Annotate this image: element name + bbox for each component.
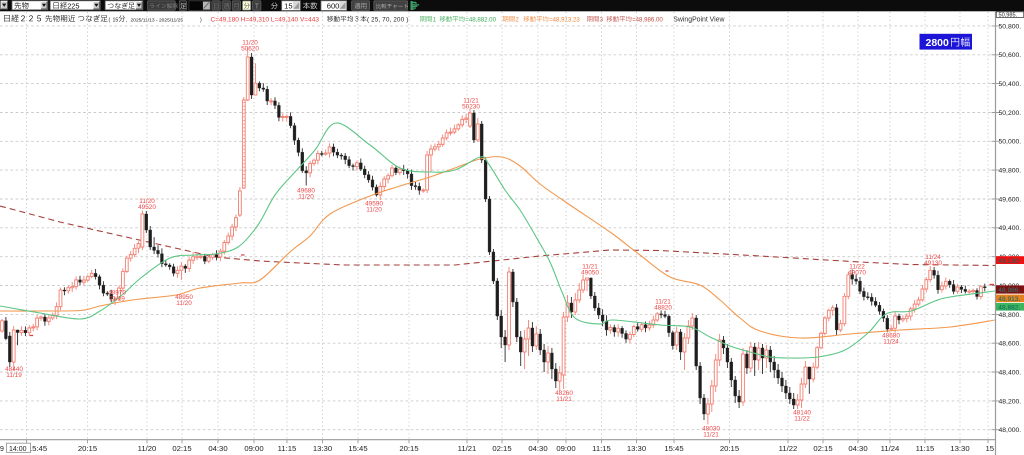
svg-text:48,913.: 48,913. [998, 296, 1020, 303]
svg-text:48950: 48950 [175, 294, 193, 301]
svg-text:04:30: 04:30 [528, 444, 547, 453]
svg-text:48,882.: 48,882. [998, 304, 1020, 311]
svg-text:02:15: 02:15 [492, 444, 511, 453]
svg-text:48680: 48680 [882, 333, 900, 340]
svg-text:20:15: 20:15 [399, 444, 418, 453]
svg-text:49590: 49590 [365, 201, 383, 208]
svg-text:13:30: 13:30 [950, 444, 969, 453]
svg-text:48260: 48260 [555, 390, 573, 397]
svg-text:C=49,180 H=49,310 L=49,140 V=4: C=49,180 H=49,310 L=49,140 V=443 [211, 16, 320, 23]
svg-text:11/22: 11/22 [779, 444, 798, 453]
svg-text:49050: 49050 [581, 270, 599, 277]
svg-text:=48,882.00: =48,882.00 [465, 16, 496, 23]
svg-text:48,000.: 48,000. [999, 427, 1022, 434]
svg-text:49520: 49520 [138, 204, 156, 211]
svg-text:48030: 48030 [702, 426, 720, 433]
svg-text:09:00: 09:00 [244, 444, 263, 453]
svg-text:15: 15 [284, 1, 292, 10]
svg-text:48820: 48820 [654, 305, 672, 312]
svg-text:20:15: 20:15 [720, 444, 739, 453]
svg-text:48140: 48140 [793, 410, 811, 417]
svg-text:=48,986.00: =48,986.00 [632, 16, 663, 23]
svg-text:11/21: 11/21 [556, 396, 572, 403]
svg-text:50,000.: 50,000. [999, 139, 1022, 146]
svg-text:48,800.: 48,800. [999, 312, 1022, 319]
svg-text:11:15: 11:15 [916, 444, 935, 453]
svg-text:15:45: 15:45 [28, 444, 47, 453]
svg-text:50230: 50230 [462, 104, 480, 111]
svg-text:50,985.: 50,985. [999, 13, 1018, 19]
svg-text:11/21: 11/21 [582, 264, 598, 271]
svg-text:11/21: 11/21 [655, 299, 671, 306]
svg-text:50620: 50620 [241, 46, 259, 53]
svg-text:49130: 49130 [924, 260, 942, 267]
svg-text:2025/11/13 - 2025/11/25: 2025/11/13 - 2025/11/25 [131, 17, 184, 23]
svg-text:( 25, 70, 200 ): ( 25, 70, 200 ) [367, 16, 409, 23]
svg-text:,: , [126, 17, 127, 23]
svg-text:2: 2 [515, 17, 519, 23]
svg-text:49,400.: 49,400. [999, 225, 1022, 232]
svg-text:49070: 49070 [848, 270, 866, 277]
svg-text:14:00: 14:00 [9, 446, 27, 453]
svg-text:11:15: 11:15 [278, 444, 297, 453]
svg-text:11/22: 11/22 [849, 264, 865, 271]
svg-text:11:15: 11:15 [592, 444, 611, 453]
svg-text:11/24: 11/24 [883, 339, 899, 346]
svg-text:11/24: 11/24 [881, 444, 900, 453]
svg-text:): ) [200, 17, 202, 23]
svg-text:15: 15 [986, 444, 995, 453]
svg-text:49,600.: 49,600. [999, 196, 1022, 203]
svg-text:50,400.: 50,400. [999, 81, 1022, 88]
svg-text:11/21: 11/21 [703, 432, 719, 439]
svg-text:04:30: 04:30 [848, 444, 867, 453]
svg-text:11/24: 11/24 [925, 254, 941, 261]
svg-text:02:15: 02:15 [813, 444, 832, 453]
svg-text:11/19: 11/19 [6, 372, 22, 379]
svg-text:11/20: 11/20 [298, 194, 314, 201]
svg-text:15: 15 [113, 17, 119, 23]
svg-text:11/20: 11/20 [366, 207, 382, 214]
svg-text:=48,913.23: =48,913.23 [549, 16, 580, 23]
svg-text:02:15: 02:15 [172, 444, 191, 453]
svg-text:20:15: 20:15 [78, 444, 97, 453]
svg-text:11/21: 11/21 [458, 444, 477, 453]
svg-text:11/22: 11/22 [794, 416, 810, 423]
svg-text:49,180: 49,180 [998, 258, 1019, 265]
svg-text:1: 1 [433, 17, 437, 23]
svg-text:600: 600 [327, 1, 340, 10]
svg-text:11/20: 11/20 [138, 444, 157, 453]
svg-text:15:45: 15:45 [664, 444, 683, 453]
svg-text:11/20: 11/20 [176, 300, 192, 307]
svg-text:225: 225 [67, 1, 79, 10]
svg-text:48,400.: 48,400. [999, 369, 1022, 376]
svg-text:(: ( [109, 17, 111, 23]
svg-text:50,600.: 50,600. [999, 52, 1022, 59]
svg-text:13:30: 13:30 [627, 444, 646, 453]
svg-text:04:30: 04:30 [208, 444, 227, 453]
svg-text:2800: 2800 [926, 37, 950, 49]
svg-text:15:45: 15:45 [348, 444, 367, 453]
svg-text:09:00: 09:00 [556, 444, 575, 453]
svg-text:13:30: 13:30 [313, 444, 332, 453]
svg-text:48440: 48440 [5, 366, 23, 373]
svg-text:48,600.: 48,600. [999, 341, 1022, 348]
svg-text:11/20: 11/20 [242, 40, 258, 47]
svg-text:49,800.: 49,800. [999, 168, 1022, 175]
svg-text:SwingPoint View: SwingPoint View [673, 16, 724, 23]
svg-text:48,986.: 48,986. [998, 287, 1020, 294]
svg-text:50,800.: 50,800. [999, 23, 1022, 30]
svg-text:T: T [255, 3, 260, 10]
svg-text:9: 9 [0, 446, 4, 453]
svg-text:11/21: 11/21 [463, 98, 479, 105]
svg-text:11/20: 11/20 [139, 198, 155, 205]
svg-text:48,200.: 48,200. [999, 398, 1022, 405]
svg-text:11/19: 11/19 [109, 296, 125, 303]
svg-text:49680: 49680 [297, 188, 315, 195]
svg-text:48970: 48970 [108, 290, 126, 297]
svg-text:50,200.: 50,200. [999, 110, 1022, 117]
